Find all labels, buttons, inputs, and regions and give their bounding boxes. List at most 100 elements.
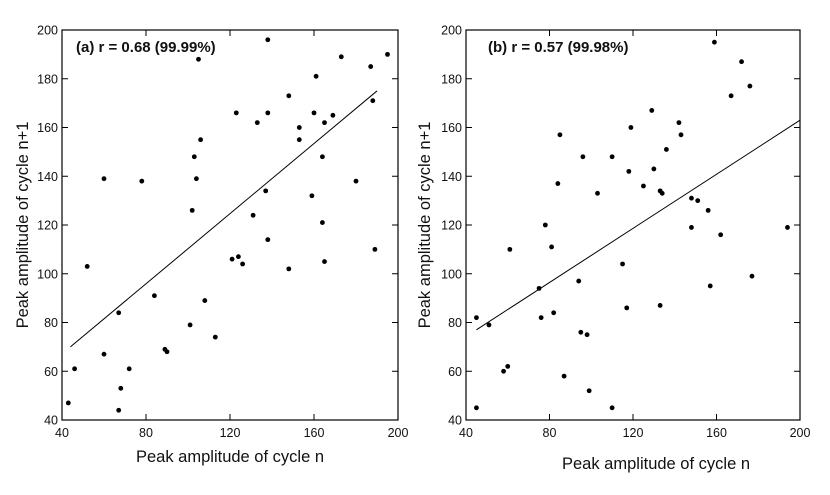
panel-b-data-point: [651, 166, 657, 172]
panel-a-data-point: [286, 266, 292, 272]
panel-a-data-point: [385, 51, 390, 57]
panel-a-data-point: [368, 64, 374, 69]
panel-b-scatter-chart: (b) r = 0.57 (99.98%) Peak amplitude of …: [416, 24, 810, 474]
panel-a-data-point: [126, 366, 132, 372]
panel-a-data-point: [212, 334, 218, 340]
panel-a-data-point: [265, 237, 271, 243]
panel-a-data-point: [116, 407, 122, 413]
panel-a-data-point: [240, 261, 246, 267]
panel-b-data-point: [576, 278, 582, 284]
panel-b-data-point: [641, 183, 646, 189]
panel-a-data-point: [265, 37, 271, 43]
panel-a-data-point: [116, 310, 122, 316]
panel-b-data-point: [689, 225, 694, 230]
panel-a-y-axis-label: Peak amplitude of cycle n+1: [14, 122, 32, 329]
panel-b-y-tick-label: 40: [448, 414, 462, 428]
panel-a-fit-line: [70, 90, 378, 348]
panel-a-data-point: [139, 178, 145, 184]
panel-b-data-point: [649, 108, 655, 113]
panel-a-y-tick-label: 200: [37, 24, 58, 38]
panel-a-y-tick-label: 100: [37, 267, 58, 281]
panel-a-y-tick-label: 180: [37, 72, 58, 86]
panel-a-data-point: [189, 207, 195, 213]
panel-a-data-point: [236, 254, 241, 260]
panel-b-data-point: [595, 190, 600, 196]
panel-a-data-point: [233, 110, 239, 116]
panel-b-fit-line: [476, 119, 801, 331]
panel-a-data-point: [338, 54, 344, 60]
panel-a-data-point: [198, 137, 204, 143]
panel-b-data-point: [609, 405, 615, 411]
panel-b-x-tick-label: 160: [706, 426, 727, 440]
panel-b-data-point: [620, 261, 625, 267]
panel-b-y-tick-label: 140: [441, 170, 462, 184]
panel-b-data-point: [659, 190, 665, 196]
panel-b-data-point: [749, 273, 755, 279]
panel-a-data-point: [152, 293, 157, 299]
panel-a-data-point: [187, 322, 193, 328]
panel-b-data-point: [712, 39, 717, 45]
panel-b-x-tick-label: 200: [790, 426, 811, 440]
panel-a-data-point: [286, 93, 292, 99]
panel-b-data-point: [624, 305, 630, 311]
panel-a-ticks: 40 80 120 160 200 40 60 80 100 120 140 160 180 200: [37, 24, 408, 441]
panel-b-data-point: [739, 59, 744, 65]
panel-a-points: [65, 37, 390, 413]
panel-a-data-point: [202, 298, 208, 303]
panel-b-data-point: [507, 246, 513, 252]
panel-b-data-point: [505, 363, 511, 369]
panel-a-data-point: [229, 256, 235, 262]
panel-b-x-axis-label: Peak amplitude of cycle n: [562, 455, 750, 473]
panel-a-data-point: [296, 137, 302, 143]
panel-b-data-point: [578, 329, 584, 335]
panel-a-x-axis-label: Peak amplitude of cycle n: [136, 448, 324, 466]
panel-b-data-point: [747, 83, 753, 89]
panel-a-data-point: [254, 120, 260, 126]
panel-a-data-point: [263, 188, 269, 194]
panel-b-y-tick-label: 160: [441, 121, 462, 135]
panel-a-data-point: [196, 56, 201, 62]
panel-a-y-tick-label: 120: [37, 219, 58, 233]
panel-a-data-point: [322, 120, 327, 126]
panel-a-data-point: [311, 110, 317, 116]
panel-b-data-point: [689, 195, 694, 201]
panel-b-data-point: [474, 405, 479, 411]
panel-b-data-point: [609, 154, 615, 160]
panel-b-data-point: [695, 198, 701, 204]
panel-b-data-point: [705, 207, 711, 213]
panel-a-data-point: [164, 349, 170, 355]
panel-a-plot-frame: [61, 29, 399, 421]
panel-b-data-point: [536, 285, 542, 291]
panel-a-data-point: [194, 176, 199, 182]
panel-a-data-point: [320, 220, 325, 225]
panel-b-data-point: [664, 147, 669, 152]
panel-b-data-point: [538, 315, 544, 321]
panel-b-data-point: [557, 132, 563, 138]
panel-b-data-point: [542, 222, 548, 228]
panel-a-data-point: [101, 176, 107, 182]
panel-a-scatter-chart: (a) r = 0.68 (99.99%) Peak amplitude of …: [14, 24, 408, 467]
panel-a-data-point: [370, 98, 376, 104]
panel-b-data-point: [785, 225, 790, 230]
panel-b-y-tick-label: 60: [448, 365, 462, 379]
panel-a-y-tick-label: 80: [44, 316, 58, 330]
panel-a-data-point: [118, 385, 124, 391]
panel-b-data-point: [555, 181, 561, 186]
panel-b-data-point: [718, 232, 724, 238]
panel-b-y-tick-label: 180: [441, 72, 462, 86]
panel-a-data-point: [320, 154, 325, 160]
panel-a-data-point: [372, 246, 378, 252]
panel-a-data-point: [313, 73, 319, 79]
panel-a-data-point: [191, 154, 197, 160]
panel-b-data-point: [728, 93, 734, 99]
panel-a-data-point: [309, 193, 315, 199]
panel-b-data-point: [586, 388, 592, 394]
panel-b-data-point: [551, 310, 557, 316]
panel-a-data-point: [84, 264, 90, 269]
panel-a-data-point: [265, 110, 271, 116]
panel-b-y-tick-label: 80: [448, 316, 462, 330]
panel-b-data-point: [584, 332, 590, 338]
panel-a-x-tick-label: 120: [220, 426, 241, 440]
panel-a-data-point: [296, 125, 302, 130]
